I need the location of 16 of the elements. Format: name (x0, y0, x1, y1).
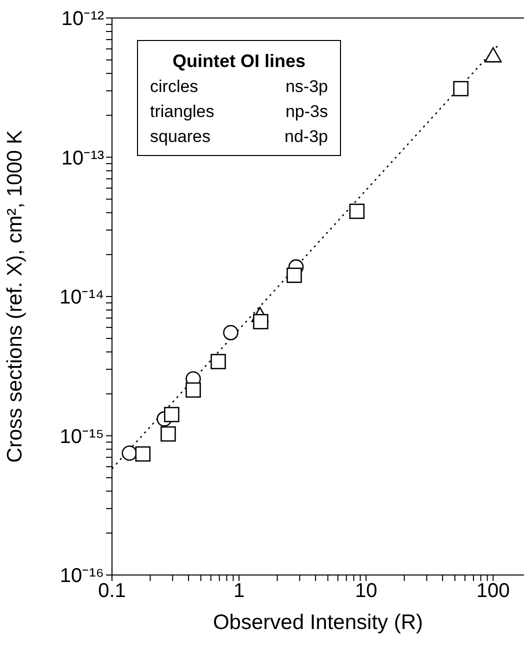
x-tick-label: 1 (233, 580, 245, 602)
x-axis-title: Observed Intensity (R) (212, 611, 424, 634)
legend-title: Quintet OI lines (171, 50, 306, 73)
annotation: squares (150, 126, 210, 148)
annotation: np-3s (285, 101, 328, 123)
annotation: ns-3p (285, 76, 328, 98)
y-tick-label: 10⁻¹² (61, 8, 104, 30)
y-axis-title: Cross sections (ref. X), cm², 1000 K (3, 130, 26, 463)
annotation: triangles (150, 101, 214, 123)
y-tick-label: 10⁻¹⁴ (60, 286, 104, 309)
x-tick-label: 10 (354, 580, 378, 602)
x-tick-label: 100 (476, 580, 510, 602)
annotation: nd-3p (284, 126, 328, 148)
annotation: circles (150, 76, 198, 98)
y-tick-label: 10⁻¹³ (61, 147, 104, 170)
y-tick-label: 10⁻¹⁵ (60, 426, 104, 448)
